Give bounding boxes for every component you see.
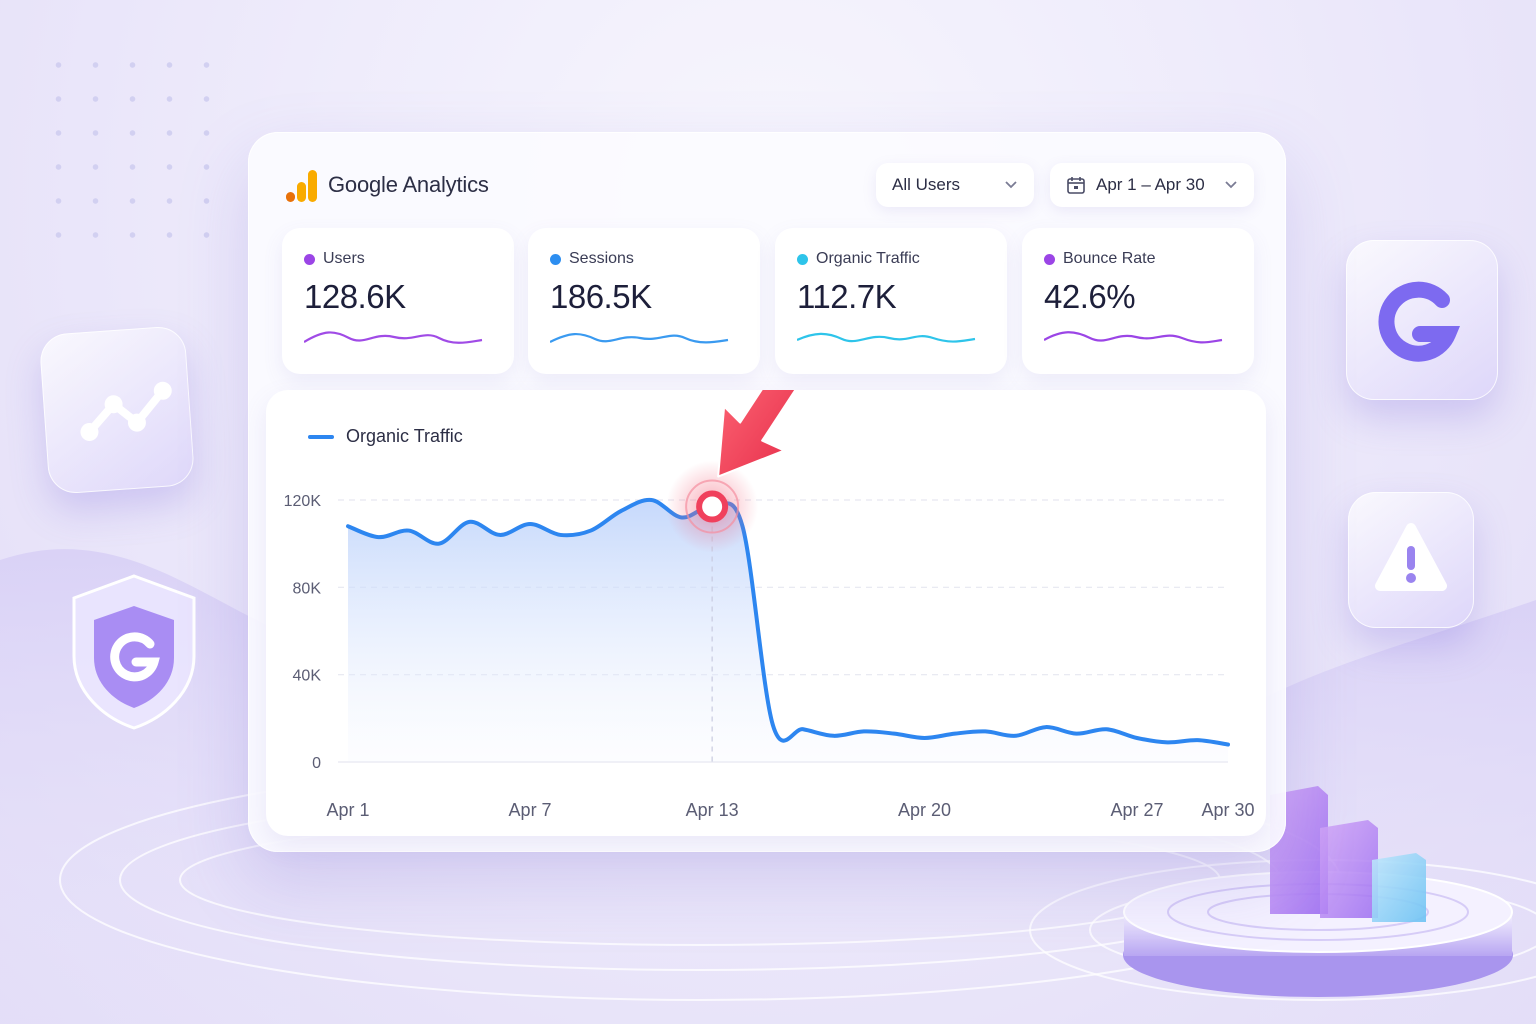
- highlight-ring: [685, 479, 740, 534]
- dot-grid-decoration: [40, 48, 220, 258]
- y-tick-label: 0: [312, 755, 321, 772]
- metric-label: Users: [323, 250, 365, 267]
- google-g-icon: [1378, 281, 1461, 362]
- x-tick-label: Apr 27: [1110, 800, 1163, 820]
- legend-swatch: [308, 434, 334, 439]
- warning-tile: [1348, 492, 1474, 628]
- segment-label: All Users: [892, 175, 961, 194]
- series-line: [346, 497, 1230, 747]
- shield-google-tile: [66, 572, 202, 732]
- chart-legend: Organic Traffic: [308, 426, 463, 447]
- trend-tile: [38, 325, 196, 495]
- metric-value: 186.5K: [550, 278, 652, 315]
- y-tick-label: 40K: [293, 668, 322, 685]
- warning-icon: [1375, 523, 1447, 591]
- segment-dropdown[interactable]: All Users: [876, 163, 1034, 207]
- metric-label: Organic Traffic: [816, 250, 920, 267]
- sparkline: [1044, 331, 1223, 344]
- metric-color-dot: [797, 253, 808, 265]
- legend-label: Organic Traffic: [346, 426, 463, 446]
- brand-title: Google Analytics: [328, 172, 489, 197]
- shield-g-icon: [72, 574, 196, 730]
- chevron-down-icon: [1005, 181, 1017, 189]
- calendar-icon: [1067, 177, 1085, 194]
- series-area: [348, 499, 1228, 762]
- metric-card-users[interactable]: Users 128.6K: [282, 228, 514, 374]
- x-tick-label: Apr 20: [898, 800, 951, 820]
- y-tick-label: 120K: [284, 493, 322, 510]
- metric-label: Sessions: [569, 250, 634, 267]
- date-range-dropdown[interactable]: Apr 1 – Apr 30: [1050, 163, 1254, 207]
- sparkline: [304, 331, 483, 344]
- sparkline: [797, 332, 976, 343]
- metric-value: 112.7K: [797, 278, 897, 315]
- metric-card-bounce-rate[interactable]: Bounce Rate 42.6%: [1022, 228, 1254, 374]
- trend-line-icon: [80, 381, 172, 441]
- metric-value: 128.6K: [304, 278, 406, 315]
- x-tick-label: Apr 13: [686, 800, 739, 820]
- analytics-card: Google Analytics All Users Apr 1 – Apr 3…: [248, 132, 1286, 852]
- red-arrow-icon: [717, 390, 797, 478]
- x-tick-label: Apr 7: [509, 800, 552, 820]
- organic-traffic-chart: Organic Traffic 0 40K 80K 120K Apr 1 Apr: [266, 390, 1266, 836]
- sparkline: [550, 333, 729, 344]
- highlight-point: [696, 490, 729, 523]
- x-tick-label: Apr 30: [1201, 800, 1254, 820]
- metric-color-dot: [304, 253, 315, 265]
- google-analytics-logo: [286, 170, 317, 202]
- y-tick-label: 80K: [293, 580, 322, 597]
- google-tile: [1346, 240, 1498, 400]
- chart-plot: 0 40K 80K 120K Apr 1 Apr 7 Apr 13 Apr 20 Apr 27…: [284, 390, 1255, 820]
- metric-color-dot: [1044, 253, 1055, 265]
- metric-card-sessions[interactable]: Sessions 186.5K: [528, 228, 760, 374]
- date-range-label: Apr 1 – Apr 30: [1096, 175, 1205, 194]
- metric-label: Bounce Rate: [1063, 250, 1156, 267]
- chevron-down-icon: [1225, 181, 1237, 189]
- metric-value: 42.6%: [1044, 278, 1136, 315]
- x-tick-label: Apr 1: [326, 800, 369, 820]
- metric-color-dot: [550, 253, 561, 265]
- metric-card-organic-traffic[interactable]: Organic Traffic 112.7K: [775, 228, 1007, 374]
